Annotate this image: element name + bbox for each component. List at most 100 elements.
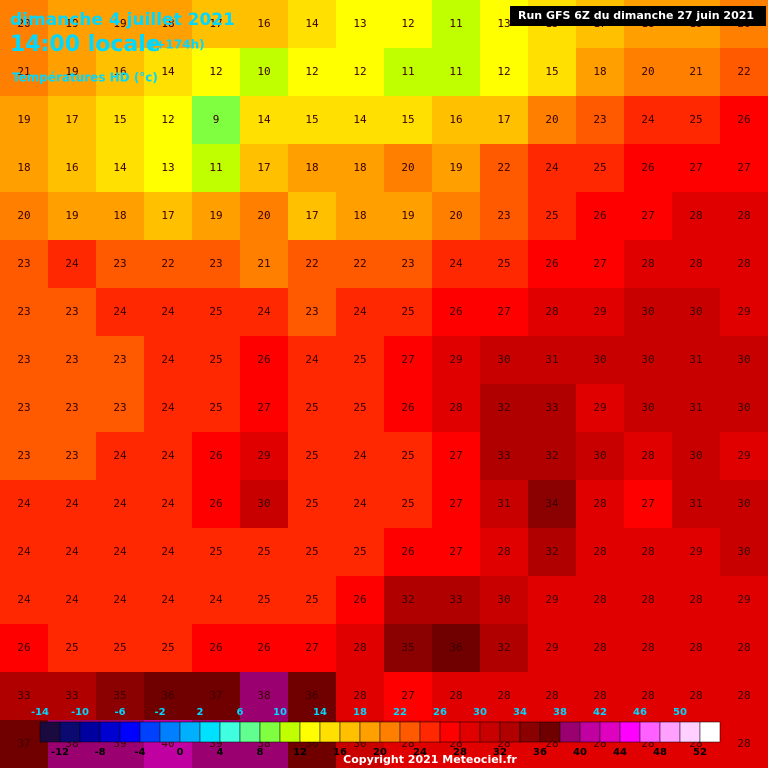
temperature-cell (48, 672, 97, 721)
temperature-value: 23 (17, 257, 30, 270)
temperature-value: 24 (161, 305, 175, 318)
temperature-value: 24 (449, 257, 463, 270)
temperature-cell (0, 528, 49, 577)
temperature-value: 36 (161, 689, 174, 702)
temperature-value: 28 (689, 209, 702, 222)
temperature-value: 27 (257, 401, 270, 414)
temperature-cell (336, 288, 385, 337)
temperature-value: 28 (593, 497, 606, 510)
legend-tick-top: 10 (273, 707, 287, 718)
temperature-value: 12 (497, 65, 510, 78)
temperature-cell (0, 192, 49, 241)
temperature-cell (96, 624, 145, 673)
temperature-cell (288, 240, 337, 289)
legend-tick-top: -10 (71, 707, 89, 718)
map-date: dimanche 4 juillet 2021 (10, 10, 235, 30)
temperature-cell (96, 336, 145, 385)
temperature-cell (48, 432, 97, 481)
temperature-cell (48, 144, 97, 193)
temperature-cell (144, 288, 193, 337)
temperature-value: 26 (17, 641, 30, 654)
temperature-cell (0, 240, 49, 289)
temperature-value: 30 (737, 497, 750, 510)
temperature-cell (480, 576, 529, 625)
temperature-cell (480, 384, 529, 433)
temperature-value: 19 (65, 65, 78, 78)
temperature-value: 19 (17, 113, 30, 126)
temperature-value: 26 (449, 305, 462, 318)
temperature-value: 19 (113, 17, 126, 30)
temperature-value: 14 (305, 17, 319, 30)
temperature-cell (96, 672, 145, 721)
temperature-value: 23 (401, 257, 414, 270)
temperature-value: 12 (209, 65, 222, 78)
temperature-cell (144, 576, 193, 625)
temperature-cell (384, 576, 433, 625)
temperature-value: 23 (305, 305, 318, 318)
temperature-cell (48, 528, 97, 577)
temperature-value: 25 (353, 545, 366, 558)
temperature-value: 25 (209, 353, 222, 366)
temperature-cell (48, 96, 97, 145)
temperature-value: 26 (209, 497, 222, 510)
temperature-cell (672, 576, 721, 625)
temperature-cell (528, 432, 577, 481)
legend-swatch (239, 721, 261, 743)
temperature-value: 24 (161, 497, 175, 510)
temperature-cell (576, 192, 625, 241)
temperature-cell (96, 480, 145, 529)
temperature-value: 27 (401, 353, 414, 366)
temperature-value: 17 (497, 113, 510, 126)
temperature-value: 28 (737, 737, 750, 750)
legend-swatch (619, 721, 641, 743)
temperature-value: 16 (257, 17, 270, 30)
temperature-cell (432, 384, 481, 433)
temperature-value: 20 (545, 113, 558, 126)
temperature-value: 25 (209, 401, 222, 414)
temperature-cell (432, 432, 481, 481)
temperature-value: 22 (497, 161, 510, 174)
legend-tick-top: 14 (313, 707, 327, 718)
temperature-cell (192, 0, 241, 49)
temperature-cell (192, 384, 241, 433)
temperature-value: 15 (305, 113, 318, 126)
temperature-cell (672, 672, 721, 721)
legend-tick-top: -2 (154, 707, 165, 718)
temperature-cell (720, 288, 768, 337)
temperature-value: 25 (593, 161, 606, 174)
temperature-cell (384, 624, 433, 673)
temperature-cell (48, 624, 97, 673)
temperature-cell (0, 0, 49, 49)
legend-tick-top: -6 (114, 707, 125, 718)
temperature-cell (144, 240, 193, 289)
temperature-cell (432, 288, 481, 337)
temperature-cell (672, 480, 721, 529)
temperature-cell (192, 96, 241, 145)
temperature-value: 24 (257, 305, 271, 318)
temperature-value: 23 (113, 353, 126, 366)
temperature-value: 13 (161, 161, 174, 174)
temperature-cell (288, 576, 337, 625)
legend-swatch (539, 721, 561, 743)
temperature-cell (528, 528, 577, 577)
temperature-cell (144, 144, 193, 193)
temperature-value: 24 (65, 257, 79, 270)
legend-tick-bottom: 40 (573, 747, 587, 758)
temperature-value: 28 (641, 257, 654, 270)
temperature-value: 24 (209, 593, 223, 606)
temperature-value: 11 (449, 65, 462, 78)
temperature-cell (48, 0, 97, 49)
legend-tick-top: 46 (633, 707, 647, 718)
temperature-cell (672, 192, 721, 241)
temperature-value: 25 (65, 641, 78, 654)
temperature-value: 24 (161, 353, 175, 366)
temperature-cell (720, 720, 768, 769)
temperature-value: 29 (737, 305, 750, 318)
legend-tick-top: 18 (353, 707, 367, 718)
temperature-value: 12 (305, 65, 318, 78)
temperature-value: 25 (257, 545, 270, 558)
temperature-cell (624, 432, 673, 481)
temperature-cell (96, 528, 145, 577)
temperature-cell (576, 288, 625, 337)
